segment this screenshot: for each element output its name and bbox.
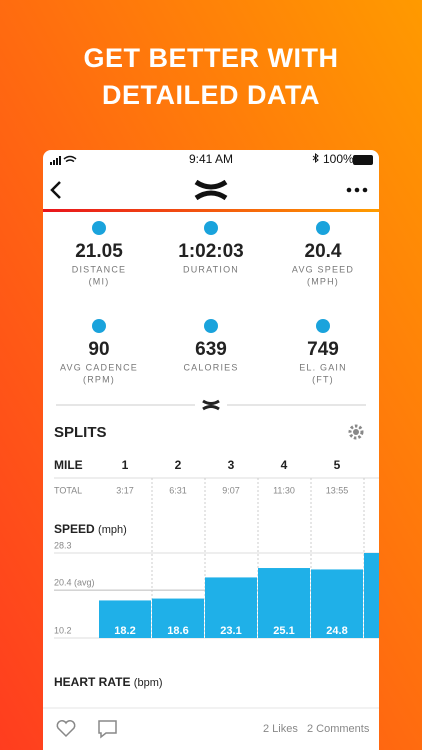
bar <box>311 569 363 638</box>
brand-logo <box>202 399 220 411</box>
stat-value: 90 <box>88 339 109 360</box>
battery <box>353 155 373 165</box>
stat-unit: (MI) <box>89 276 110 286</box>
phone: 9:41 AM 100% SPLITS MILE TOTAL SPEED (mp… <box>43 150 379 750</box>
split-total: 9:07 <box>222 485 240 495</box>
stat-label: AVG SPEED <box>292 264 354 274</box>
mile-number: 1 <box>122 458 129 472</box>
speed-title: SPEED (mph) <box>54 522 127 536</box>
stat-label: EL. GAIN <box>299 362 347 372</box>
comment-button[interactable] <box>98 720 117 739</box>
stat-value: 639 <box>195 339 227 360</box>
y-tick-label: 28.3 <box>54 540 72 550</box>
stat-label: AVG CADENCE <box>60 362 138 372</box>
stat-icon <box>316 319 330 333</box>
stat-value: 1:02:03 <box>178 241 244 262</box>
stat-label: DURATION <box>183 264 239 274</box>
wifi <box>63 155 77 163</box>
stat-unit: (RPM) <box>83 374 115 384</box>
stat-icon <box>92 221 106 235</box>
y-tick-label: 20.4 (avg) <box>54 577 95 587</box>
headline: DETAILED DATA <box>102 80 320 110</box>
split-total: 13:55 <box>326 485 349 495</box>
stat-icon <box>204 221 218 235</box>
bar <box>99 600 151 638</box>
bluetooth <box>312 152 319 164</box>
signal <box>50 156 61 165</box>
splits-title: SPLITS <box>54 424 107 441</box>
bar <box>205 577 257 638</box>
stat-icon <box>204 319 218 333</box>
stat-value: 21.05 <box>75 241 123 262</box>
battery-level: 100% <box>323 152 354 166</box>
stat-label: CALORIES <box>183 362 238 372</box>
heart-rate-title: HEART RATE (bpm) <box>54 675 163 689</box>
brand-logo <box>194 179 228 201</box>
mile-label: MILE <box>54 458 83 472</box>
like-button[interactable] <box>56 720 76 738</box>
mile-number: 3 <box>228 458 235 472</box>
phone-screen <box>43 150 379 750</box>
stat-value: 20.4 <box>305 241 342 262</box>
bar-value-label: 18.2 <box>114 625 135 637</box>
bar-value-label: 23.1 <box>220 625 241 637</box>
bar <box>364 553 379 638</box>
bar <box>152 598 204 638</box>
mile-number: 4 <box>281 458 288 472</box>
back-button[interactable] <box>50 181 61 199</box>
split-total: 6:31 <box>169 485 187 495</box>
comments[interactable]: 2 Comments <box>307 723 370 735</box>
time: 9:41 AM <box>189 152 233 166</box>
more-button[interactable] <box>346 187 368 193</box>
mile-number: 2 <box>175 458 182 472</box>
bar-value-label: 25.1 <box>273 625 294 637</box>
bar-value-label: 24.8 <box>326 625 347 637</box>
stat-icon <box>316 221 330 235</box>
bar-value-label: 18.6 <box>167 625 188 637</box>
stat-icon <box>92 319 106 333</box>
settings-button[interactable] <box>348 424 364 440</box>
stat-value: 749 <box>307 339 339 360</box>
accent-line <box>43 209 379 212</box>
heart-rate-text: HEART RATE <box>54 675 130 689</box>
stat-label: DISTANCE <box>72 264 126 274</box>
mile-number: 5 <box>334 458 341 472</box>
likes[interactable]: 2 Likes <box>263 723 298 735</box>
bar <box>258 568 310 638</box>
speed-title-text: SPEED <box>54 522 95 536</box>
heart-rate-unit: (bpm) <box>134 677 163 689</box>
split-total: 11:30 <box>273 485 295 495</box>
y-tick-label: 10.2 <box>54 625 72 635</box>
split-total: 3:17 <box>116 485 134 495</box>
stat-unit: (FT) <box>312 374 334 384</box>
headline: GET BETTER WITH <box>84 43 339 73</box>
speed-unit: (mph) <box>98 524 127 536</box>
stat-unit: (MPH) <box>307 276 339 286</box>
total-label: TOTAL <box>54 485 82 495</box>
